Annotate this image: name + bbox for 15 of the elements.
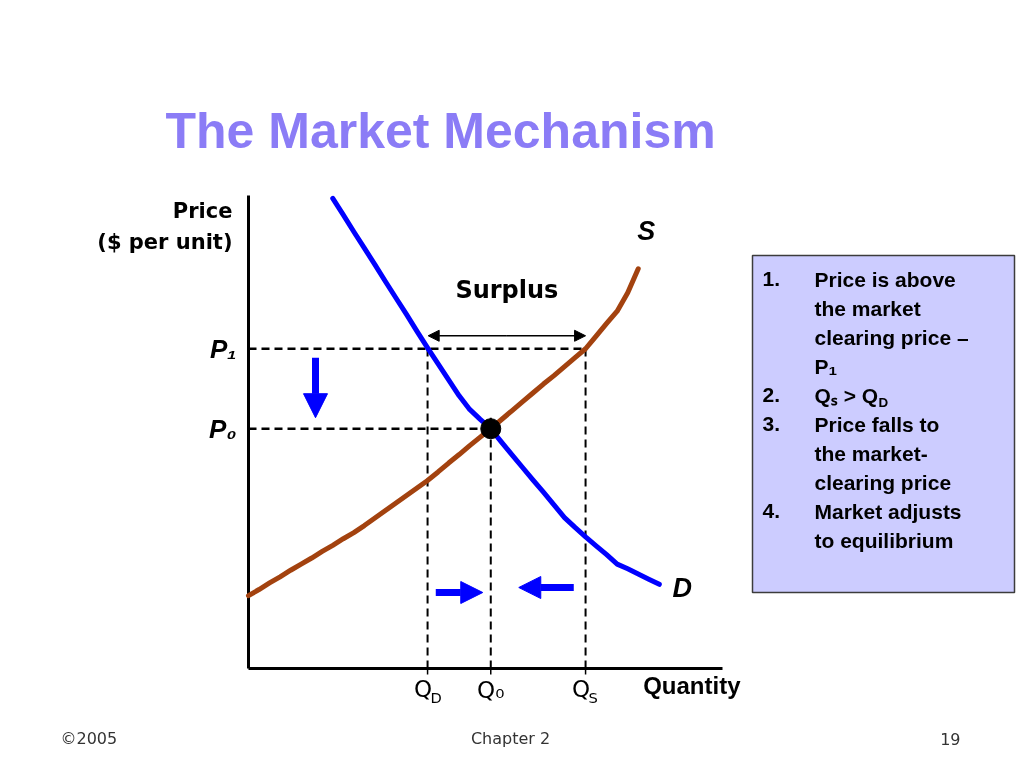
x-tick-label: Q₀ [477, 676, 505, 703]
text: 1. Price is above the market clearing price – P₁ [762, 267, 969, 378]
chart-title: The Market Mechanism [165, 103, 716, 159]
text: 4. Market adjusts to equilibrium [762, 499, 962, 552]
text: Chapter 2 [470, 729, 551, 748]
series-label: S [637, 216, 656, 247]
series-label: D [672, 572, 692, 603]
x-axis-title: Quantity [643, 671, 742, 699]
ref-line-label: P₀ [208, 413, 237, 444]
annotation: Surplus [455, 276, 559, 305]
text: 3. Price falls to the market-clearing price [762, 412, 952, 494]
text: ©2005 [60, 729, 118, 748]
y-axis-title: Price ($ per unit) [97, 199, 233, 255]
text: 19 [940, 729, 961, 749]
ref-line-label: P₁ [210, 333, 237, 364]
